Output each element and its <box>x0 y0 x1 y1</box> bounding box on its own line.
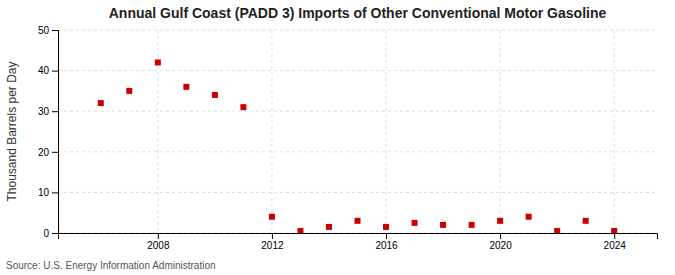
point <box>497 218 503 224</box>
y-axis-label: Thousand Barrels per Day <box>5 61 19 201</box>
x-axis-tick-mark <box>614 233 615 239</box>
grid-line-x <box>500 30 501 233</box>
grid-line-y <box>58 70 657 71</box>
grid-line-y <box>58 192 657 193</box>
grid-line-y <box>58 30 657 31</box>
y-axis-tick-mark <box>52 71 58 72</box>
y-axis-tick-mark <box>52 152 58 153</box>
point <box>98 100 104 106</box>
y-axis-tick-mark <box>52 192 58 193</box>
grid <box>58 30 657 233</box>
y-axis-tick-mark <box>52 233 58 234</box>
point <box>126 88 132 94</box>
point <box>326 224 332 230</box>
point <box>269 214 275 220</box>
x-axis-line <box>59 234 658 240</box>
point <box>526 214 532 220</box>
point <box>155 59 161 65</box>
x-axis-tick-label: 2024 <box>604 240 627 251</box>
y-axis-tick: 20 <box>38 147 58 158</box>
point <box>412 220 418 226</box>
point <box>183 84 189 90</box>
y-axis-tick-label: 10 <box>38 187 50 198</box>
y-axis-tick-label: 0 <box>43 228 49 239</box>
y-axis-tick: 30 <box>38 106 58 117</box>
point <box>355 218 361 224</box>
grid-line-x <box>271 30 272 233</box>
plot: 2008 2012 2016 2020 2024 0 10 20 30 40 50 <box>38 25 658 251</box>
grid-line-x <box>386 30 387 233</box>
point <box>440 222 446 228</box>
grid-line-y <box>58 111 657 112</box>
grid-line-x <box>614 30 615 233</box>
y-axis-tick-mark <box>52 30 58 31</box>
x-axis: 2008 2012 2016 2020 2024 <box>59 233 658 251</box>
x-axis-tick: 2020 <box>489 233 512 251</box>
chart: 2008 2012 2016 2020 2024 0 10 20 30 40 50 Annual Gu… <box>0 0 675 275</box>
y-axis-line <box>52 31 59 234</box>
x-axis-tick-mark <box>386 233 387 239</box>
x-axis-tick-label: 2008 <box>147 240 170 251</box>
point <box>611 228 617 233</box>
title: Annual Gulf Coast (PADD 3) Imports of Ot… <box>109 5 607 21</box>
x-axis-tick-mark <box>158 233 159 239</box>
y-axis-tick: 0 <box>43 228 58 239</box>
points <box>98 59 617 233</box>
point <box>297 228 303 233</box>
x-axis-tick: 2012 <box>261 233 284 251</box>
y-axis: 0 10 20 30 40 50 <box>38 25 59 239</box>
x-axis-tick: 2008 <box>147 233 170 251</box>
y-axis-tick-mark <box>52 111 58 112</box>
x-axis-tick-label: 2012 <box>261 240 284 251</box>
x-axis-tick-label: 2020 <box>489 240 512 251</box>
y-axis-tick-label: 30 <box>38 106 50 117</box>
y-axis-tick: 50 <box>38 25 58 36</box>
y-axis-tick: 10 <box>38 187 58 198</box>
y-axis-tick-label: 40 <box>38 65 50 76</box>
point <box>212 92 218 98</box>
x-axis-tick-label: 2016 <box>375 240 398 251</box>
y-axis-tick-label: 20 <box>38 147 50 158</box>
grid-line-y <box>58 151 657 152</box>
point <box>554 228 560 233</box>
source: Source: U.S. Energy Information Administ… <box>6 260 216 271</box>
x-axis-tick: 2024 <box>604 233 627 251</box>
x-axis-tick-mark <box>272 233 273 239</box>
point <box>583 218 589 224</box>
point <box>240 104 246 110</box>
x-axis-tick-mark <box>500 233 501 239</box>
point <box>469 222 475 228</box>
y-axis-tick-label: 50 <box>38 25 50 36</box>
x-axis-tick: 2016 <box>375 233 398 251</box>
point <box>383 224 389 230</box>
y-axis-tick: 40 <box>38 65 58 76</box>
